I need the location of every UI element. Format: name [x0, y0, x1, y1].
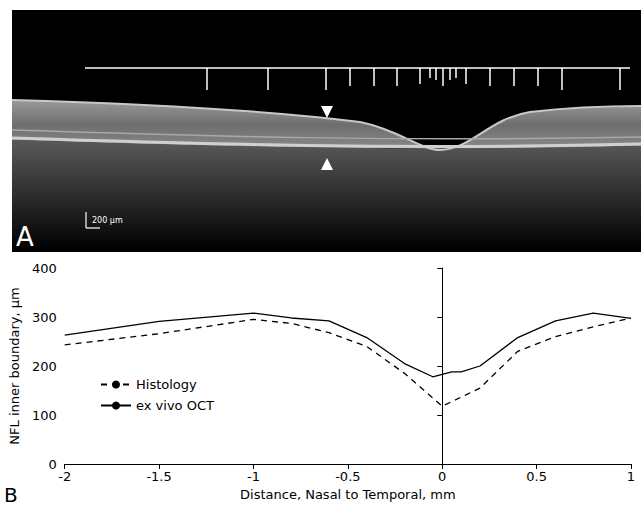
svg-text:Distance, Nasal to Temporal, m: Distance, Nasal to Temporal, mm	[240, 487, 456, 502]
svg-text:200: 200	[32, 359, 57, 374]
svg-text:0.5: 0.5	[526, 469, 547, 484]
svg-text:0: 0	[438, 469, 446, 484]
svg-text:300: 300	[32, 310, 57, 325]
svg-text:Histology: Histology	[136, 377, 197, 392]
svg-text:1: 1	[627, 469, 635, 484]
svg-text:ex vivo OCT: ex vivo OCT	[136, 398, 214, 413]
svg-text:100: 100	[32, 408, 57, 423]
svg-text:-2: -2	[58, 469, 71, 484]
svg-text:0: 0	[48, 457, 56, 472]
svg-text:400: 400	[32, 261, 57, 276]
svg-text:-0.5: -0.5	[335, 469, 360, 484]
svg-text:-1.5: -1.5	[146, 469, 171, 484]
svg-text:NFL inner boundary, µm: NFL inner boundary, µm	[7, 287, 22, 444]
svg-text:200 µm: 200 µm	[92, 216, 123, 225]
svg-text:A: A	[16, 222, 34, 252]
svg-text:B: B	[4, 483, 18, 507]
svg-text:-1: -1	[247, 469, 260, 484]
